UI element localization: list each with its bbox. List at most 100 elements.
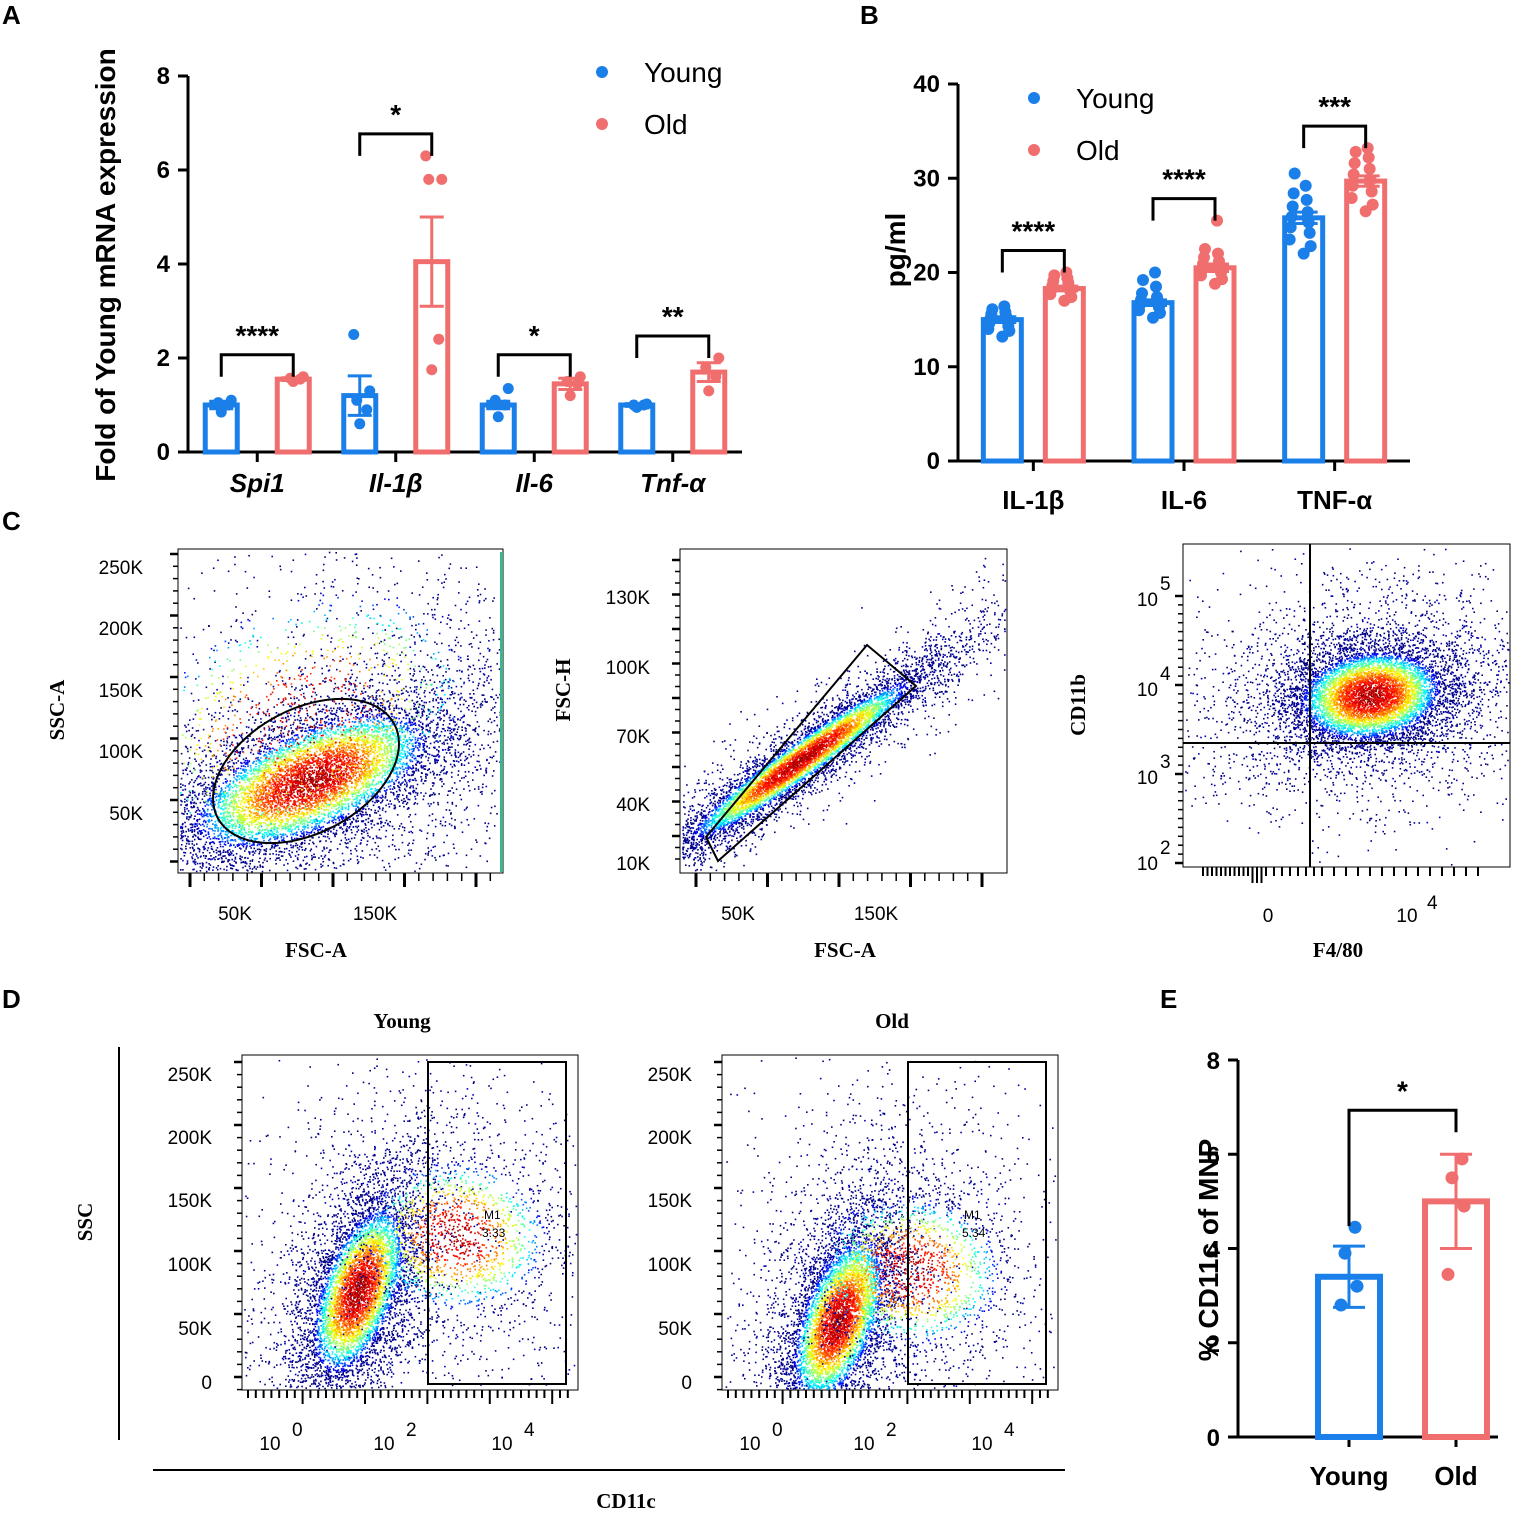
data-point [1366,185,1378,197]
event-dot [406,770,408,772]
event-dot [309,767,311,769]
event-dot [490,666,492,668]
event-dot [447,617,449,619]
event-dot [376,690,378,692]
event-dot [260,775,262,777]
event-dot [432,794,434,796]
event-dot [187,764,189,766]
event-dot [286,836,288,838]
event-dot [203,729,205,731]
category-label: Spi1 [230,468,285,498]
event-dot [191,856,193,858]
data-point [354,418,365,429]
event-dot [486,661,488,663]
event-dot [441,778,443,780]
event-dot [345,693,347,695]
data-point [423,174,434,185]
bar-old [1196,268,1234,461]
event-dot [461,729,463,731]
event-dot [262,745,264,747]
event-dot [236,812,238,814]
data-point [426,364,437,375]
event-dot [371,674,373,676]
event-dot [226,870,228,872]
event-dot [462,831,464,833]
event-dot [198,730,200,732]
event-dot [349,780,351,782]
event-dot [393,710,395,712]
event-dot [292,739,294,741]
event-dot [241,834,243,836]
event-dot [340,814,342,816]
event-dot [379,731,381,733]
event-dot [251,871,253,873]
event-dot [254,826,256,828]
data-point [1367,199,1379,211]
event-dot [364,756,366,758]
event-dot [317,727,319,729]
event-dot [427,753,429,755]
event-dot [304,849,306,851]
data-point [1446,1171,1459,1184]
event-dot [199,747,201,749]
event-dot [423,709,425,711]
data-point [1137,274,1149,286]
event-dot [267,711,269,713]
event-dot [390,764,392,766]
event-dot [368,822,370,824]
event-dot [414,796,416,798]
event-dot [407,774,409,776]
event-dot [355,775,357,777]
event-dot [382,768,384,770]
event-dot [353,737,355,739]
event-dot [391,675,393,677]
event-dot [455,805,457,807]
event-dot [248,747,250,749]
event-dot [478,726,480,728]
event-dot [307,784,309,786]
significance-label: **** [1162,164,1206,195]
event-dot [235,858,237,860]
event-dot [226,801,228,803]
event-dot [302,723,304,725]
event-dot [415,739,417,741]
event-dot [466,819,468,821]
event-dot [220,707,222,709]
event-dot [243,775,245,777]
event-dot [314,692,316,694]
event-dot [376,758,378,760]
chart-b-ylabel: pg/ml [880,213,911,288]
panel-letter-e: E [1160,984,1177,1014]
event-dot [201,762,203,764]
y-tick-label: 30 [913,165,940,192]
flow-c1-ylabel: SSC-A [45,679,69,741]
event-dot [389,727,391,729]
event-dot [271,729,273,731]
event-dot [372,725,374,727]
event-dot [411,753,413,755]
event-dot [282,781,284,783]
event-dot [269,853,271,855]
event-dot [392,826,394,828]
event-dot [291,810,293,812]
event-dot [367,711,369,713]
event-dot [426,634,428,636]
event-dot [309,729,311,731]
event-dot [488,675,490,677]
event-dot [336,712,338,714]
event-dot [403,771,405,773]
event-dot [226,780,228,782]
data-point [1305,240,1317,252]
event-dot [322,673,324,675]
event-dot [302,829,304,831]
event-dot [468,748,470,750]
significance-label: **** [1012,216,1056,247]
event-dot [185,726,187,728]
event-dot [257,838,259,840]
data-point [713,353,724,364]
event-dot [407,844,409,846]
data-point [1136,287,1148,299]
y-tick-label: 8 [1207,1048,1220,1075]
data-point [1287,201,1299,213]
event-dot [419,829,421,831]
